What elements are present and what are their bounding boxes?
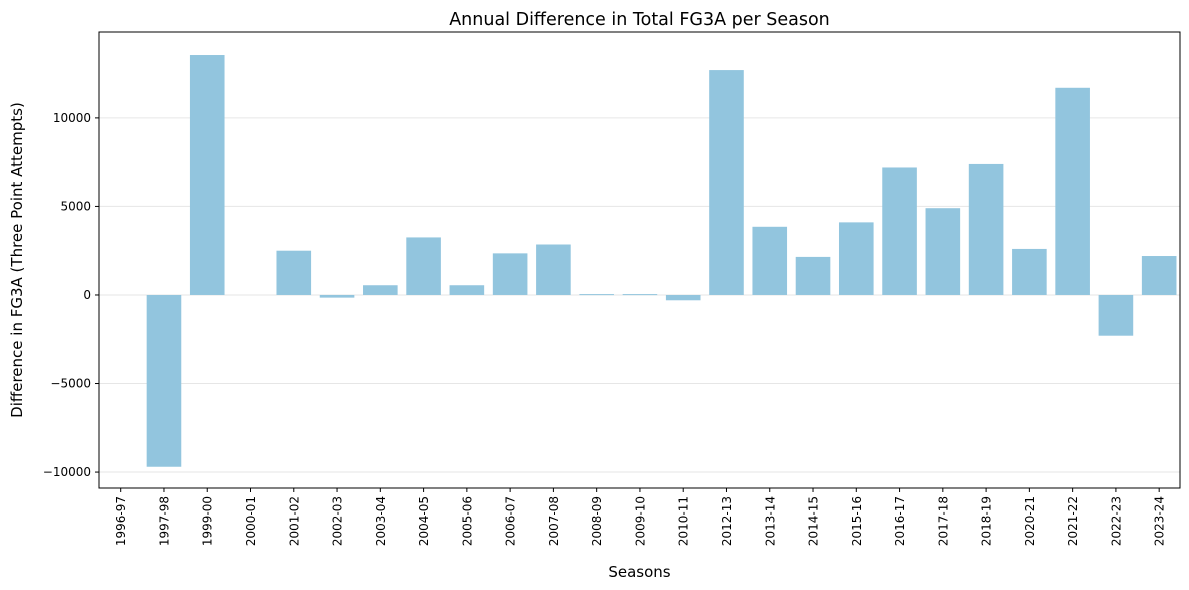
x-tick-label: 2000-01 xyxy=(244,496,258,546)
bar xyxy=(752,226,788,295)
x-tick-label: 2010-11 xyxy=(677,496,691,546)
x-tick-label: 2017-18 xyxy=(936,496,950,546)
bar xyxy=(968,163,1004,295)
bar xyxy=(319,294,355,298)
bar xyxy=(622,294,658,296)
x-tick-label: 1999-00 xyxy=(201,496,215,546)
bar xyxy=(709,70,744,295)
plot-frame xyxy=(98,31,1181,489)
x-tick-label: 2013-14 xyxy=(763,496,777,546)
y-tick-label: 10000 xyxy=(53,111,91,125)
x-tick-label: 2002-03 xyxy=(331,496,345,546)
y-axis-title: Difference in FG3A (Three Point Attempts… xyxy=(8,102,26,418)
x-tick-label: 2018-19 xyxy=(980,496,994,546)
bar xyxy=(363,285,398,295)
bar xyxy=(1012,248,1047,295)
x-tick-label: 2006-07 xyxy=(504,496,518,546)
x-tick-label: 2021-22 xyxy=(1066,496,1080,546)
x-axis-ticks: 1996-97 1997-98 1999-00 2000-01 2001-02 2002-… xyxy=(114,488,1167,546)
x-tick-label: 2015-16 xyxy=(850,496,864,546)
y-tick-label: −5000 xyxy=(50,377,91,391)
bar xyxy=(925,208,961,295)
y-tick-label: −10000 xyxy=(43,465,91,479)
x-tick-label: 2001-02 xyxy=(287,496,301,546)
bar xyxy=(146,294,182,467)
bar xyxy=(406,237,441,295)
y-tick-label: 5000 xyxy=(60,199,91,213)
bar xyxy=(276,250,312,295)
bars xyxy=(146,55,1177,467)
bar xyxy=(665,294,701,301)
x-axis-title: Seasons xyxy=(608,563,670,581)
x-tick-label: 2009-10 xyxy=(633,496,647,546)
bar xyxy=(189,55,225,295)
x-tick-label: 2020-21 xyxy=(1023,496,1037,546)
x-tick-label: 1996-97 xyxy=(114,496,128,546)
x-tick-label: 2003-04 xyxy=(374,496,388,546)
bar xyxy=(838,222,874,295)
bar xyxy=(449,285,485,295)
x-tick-label: 2004-05 xyxy=(417,496,431,546)
bar xyxy=(536,244,571,295)
x-tick-label: 2008-09 xyxy=(590,496,604,546)
x-tick-label: 2012-13 xyxy=(720,496,734,546)
bar xyxy=(1141,256,1177,295)
bar xyxy=(795,256,831,295)
bar xyxy=(882,167,917,295)
bar xyxy=(579,294,614,296)
chart-title: Annual Difference in Total FG3A per Seas… xyxy=(449,10,830,30)
x-tick-label: 1997-98 xyxy=(157,496,171,546)
bar xyxy=(492,253,528,295)
x-tick-label: 2005-06 xyxy=(460,496,474,546)
x-tick-label: 2007-08 xyxy=(547,496,561,546)
y-axis-ticks: −10000 −5000 0 5000 10000 xyxy=(43,111,99,479)
bar xyxy=(1055,87,1090,295)
x-tick-label: 2022-23 xyxy=(1109,496,1123,546)
y-tick-label: 0 xyxy=(83,288,91,302)
x-tick-label: 2023-24 xyxy=(1153,496,1167,546)
x-tick-label: 2016-17 xyxy=(893,496,907,546)
bar xyxy=(1098,294,1134,336)
x-tick-label: 2014-15 xyxy=(807,496,821,546)
